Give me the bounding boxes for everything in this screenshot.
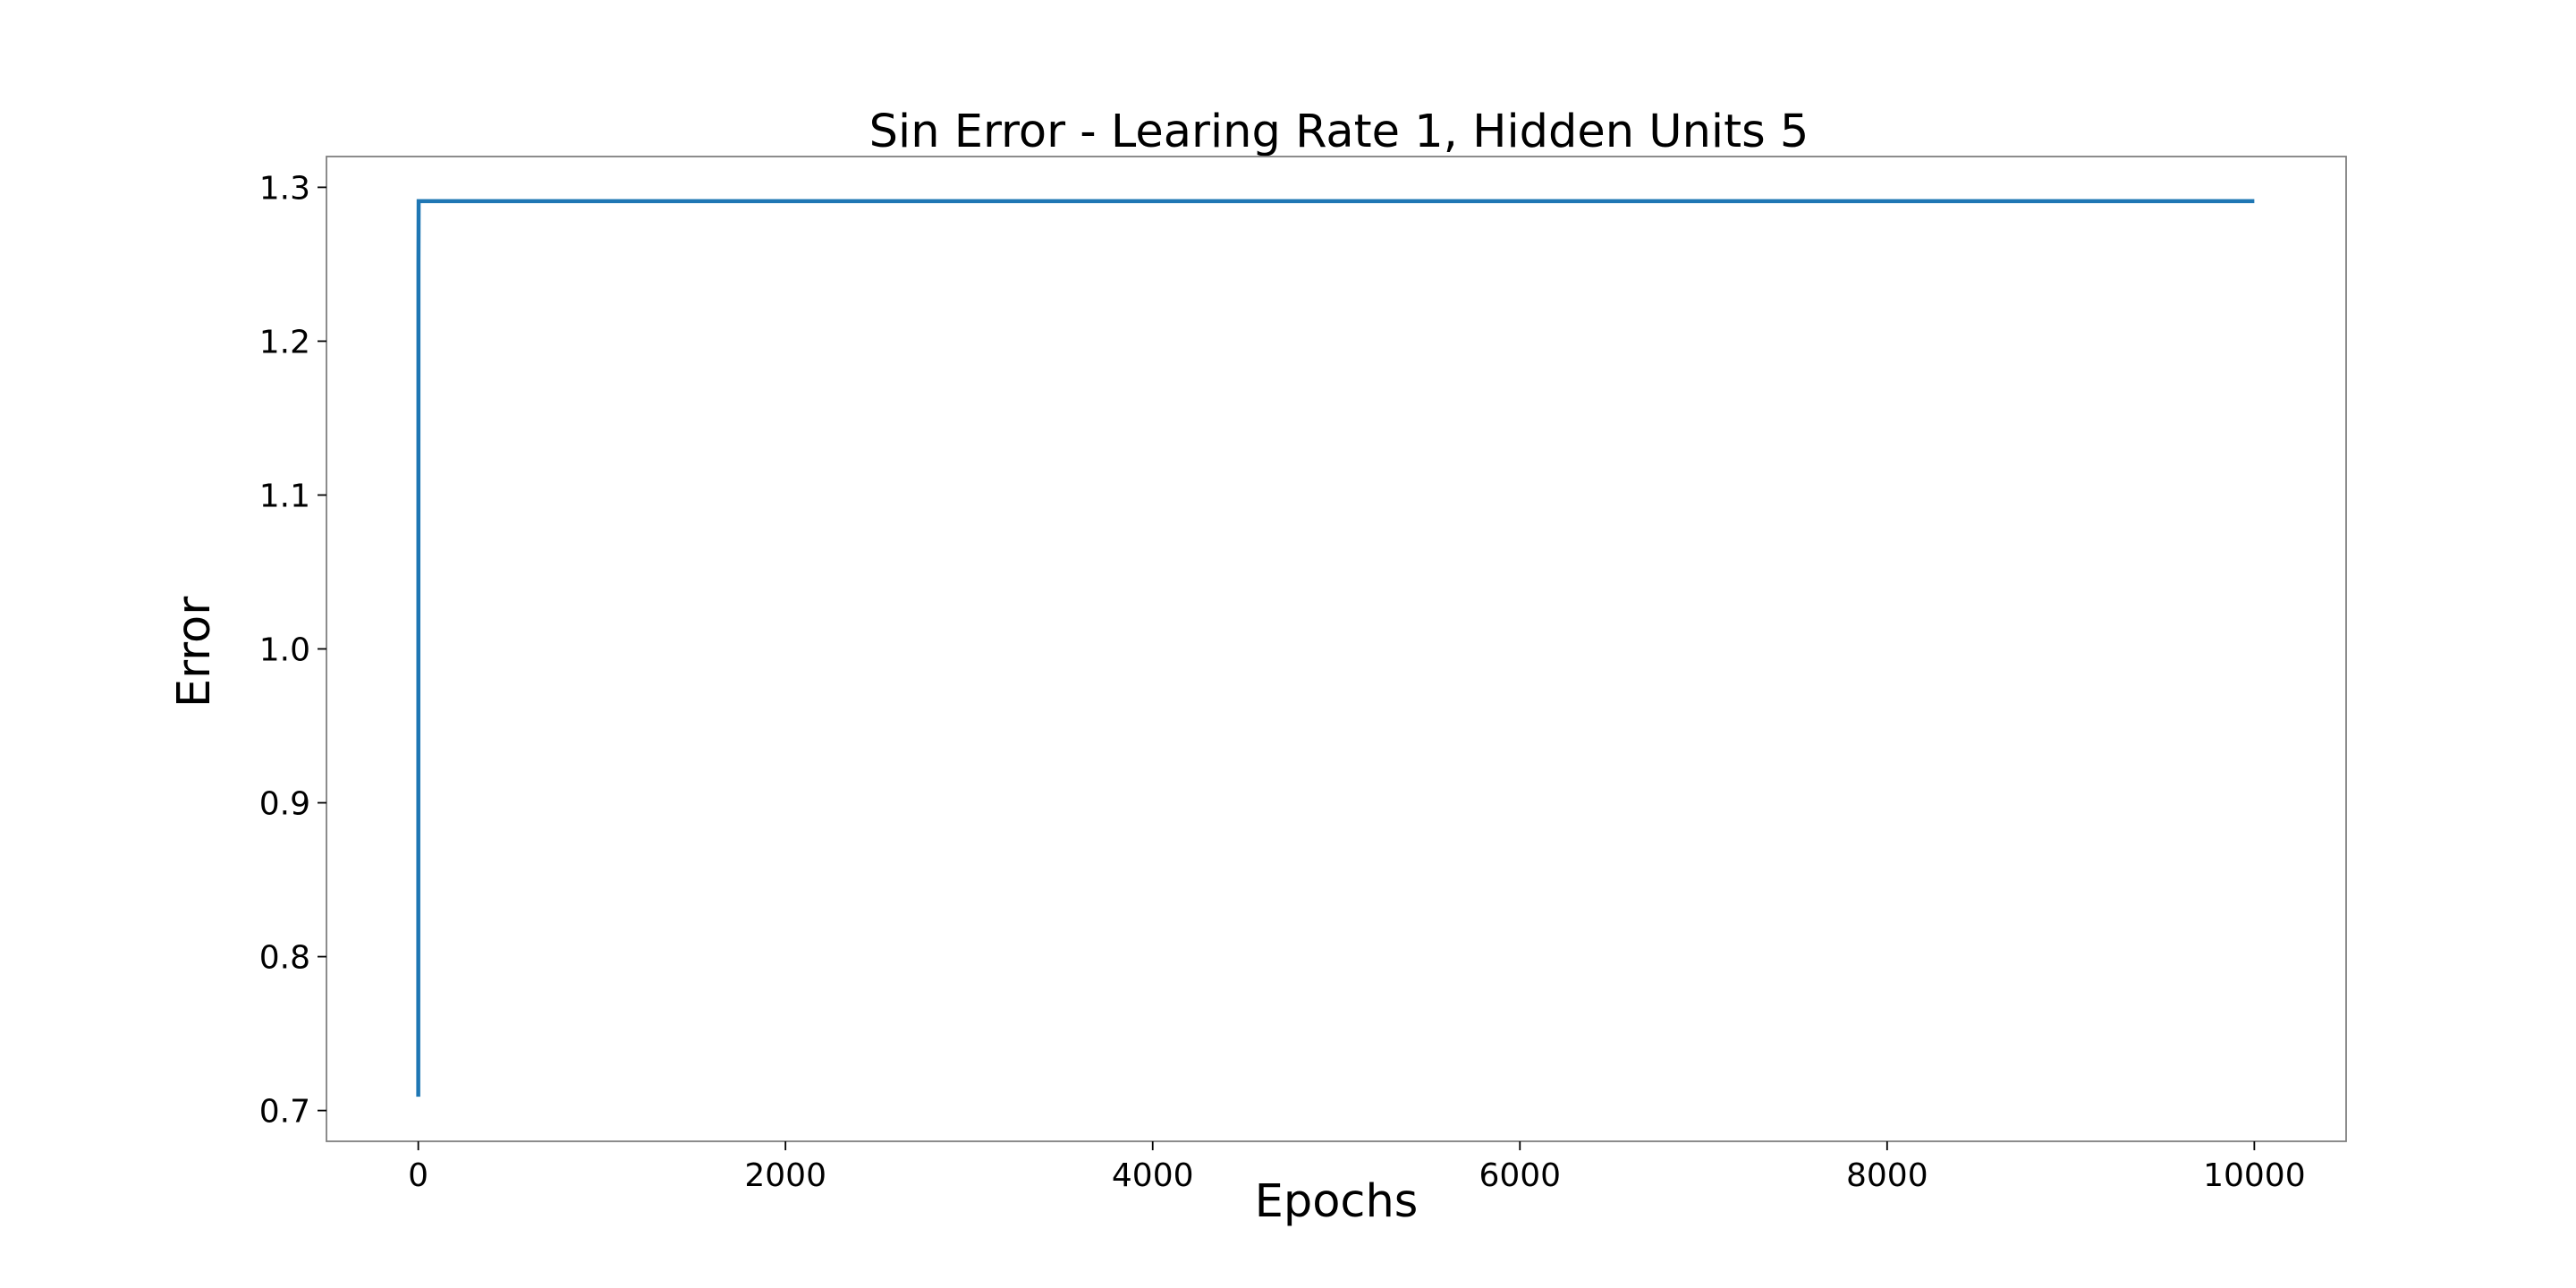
x-axis: 0 2000 4000 6000 8000 10000 (408, 1141, 2306, 1194)
y-axis-label: Error (168, 597, 221, 708)
y-tick-label: 1.2 (259, 324, 310, 360)
chart-title: Sin Error - Learing Rate 1, Hidden Units… (869, 106, 1809, 158)
y-tick-label: 1.0 (259, 632, 310, 669)
x-tick-label: 10000 (2203, 1157, 2306, 1194)
series-line-0 (416, 199, 2255, 1097)
x-tick-label: 8000 (1846, 1157, 1928, 1194)
x-axis-label: Epochs (1255, 1175, 1419, 1228)
y-tick-label: 0.9 (259, 786, 310, 823)
y-tick-label: 1.3 (259, 170, 310, 207)
x-tick-label: 4000 (1112, 1157, 1194, 1194)
x-tick-label: 2000 (744, 1157, 826, 1194)
y-tick-label: 0.8 (259, 940, 310, 977)
y-tick-label: 1.1 (259, 478, 310, 514)
series-layer (416, 199, 2255, 1097)
x-tick-label: 6000 (1479, 1157, 1561, 1194)
y-tick-label: 0.7 (259, 1094, 310, 1131)
plot-area-frame (326, 156, 2347, 1142)
y-axis: 0.7 0.8 0.9 1.0 1.1 1.2 1.3 (259, 170, 326, 1131)
x-tick-label: 0 (408, 1157, 428, 1194)
